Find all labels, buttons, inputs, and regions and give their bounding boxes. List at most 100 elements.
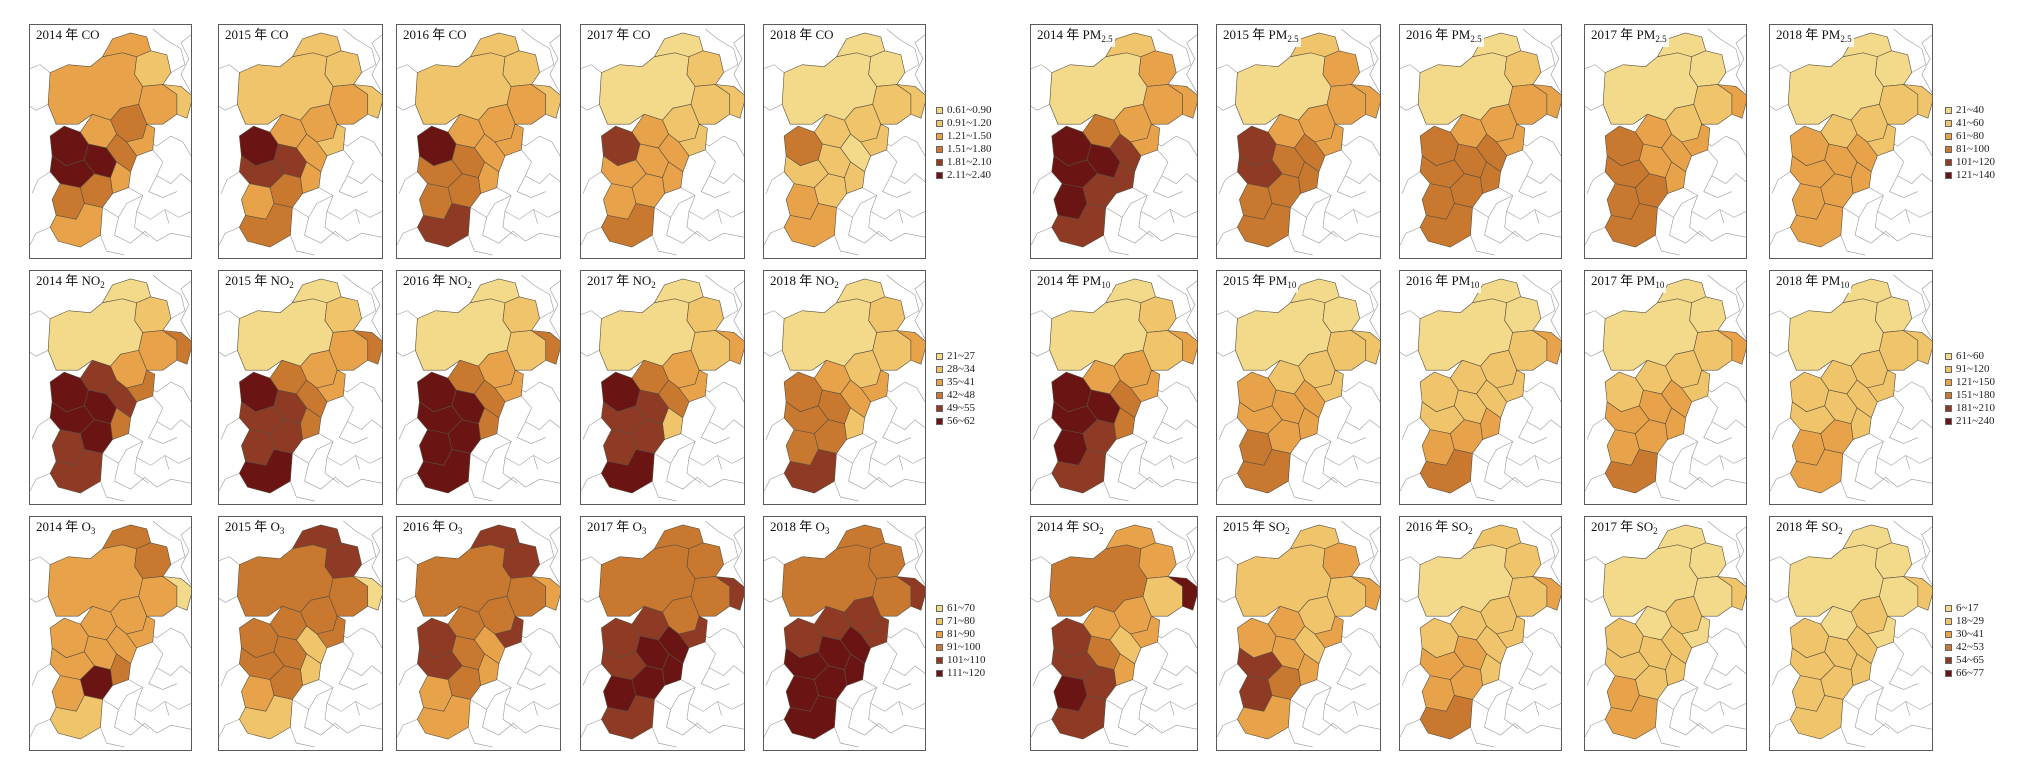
neighbor-boundary	[180, 280, 191, 340]
neighbor-boundary	[1534, 209, 1540, 224]
neighbor-boundary	[1336, 421, 1366, 444]
legend-label: 1.51~1.80	[947, 143, 992, 155]
map-o3-2014	[30, 520, 191, 748]
neighbor-boundary	[496, 433, 560, 466]
neighbor-boundary	[1400, 226, 1421, 246]
neighbor-boundary	[1905, 209, 1911, 224]
map-panel-o3-2015: 2015 年 O3	[218, 516, 383, 751]
region-8	[1531, 84, 1561, 119]
neighbor-boundary	[1336, 175, 1366, 198]
panel-title-year: 2017 年	[587, 519, 633, 534]
neighbor-boundary	[30, 104, 49, 111]
region-16	[601, 203, 655, 248]
region-2	[291, 32, 342, 58]
map-panel-no2-2015: 2015 年 NO2	[218, 270, 383, 505]
region-8	[352, 576, 382, 611]
region-16	[783, 449, 837, 494]
neighbor-boundary	[834, 481, 859, 502]
panel-title: 2015 年 PM10	[1221, 273, 1299, 293]
neighbor-boundary	[836, 699, 925, 736]
neighbor-boundary	[1770, 310, 1791, 319]
region-8	[1166, 576, 1197, 611]
neighbor-boundary	[1400, 104, 1419, 111]
region-2	[101, 32, 152, 58]
region-13	[1113, 653, 1136, 686]
neighbor-boundary	[898, 209, 904, 224]
neighbor-boundary	[1874, 211, 1890, 238]
neighbor-boundary	[397, 596, 416, 603]
region-2	[653, 524, 704, 550]
neighbor-boundary	[292, 207, 382, 244]
neighbor-boundary	[764, 104, 783, 111]
panel-title-year: 2016 年	[403, 27, 449, 42]
neighbor-boundary	[371, 34, 382, 94]
region-2	[835, 278, 886, 304]
legend-pm25: 21~40 41~60 61~80 81~100 101~120 121~140	[1945, 104, 1995, 182]
region-16	[1051, 203, 1107, 248]
neighbor-boundary	[1316, 187, 1380, 220]
map-panel-pm25-2014: 2014 年 PM2.5	[1030, 24, 1198, 259]
neighbor-boundary	[1504, 211, 1519, 238]
neighbor-boundary	[152, 520, 186, 565]
region-16	[1051, 449, 1107, 494]
region-2	[835, 32, 886, 58]
panel-title-pollutant: O	[448, 519, 458, 534]
neighbor-boundary	[1369, 526, 1380, 586]
neighbor-boundary	[496, 187, 560, 220]
panel-title-subscript: 3	[824, 526, 830, 536]
legend-swatch	[1945, 146, 1952, 153]
neighbor-boundary	[764, 472, 785, 492]
legend-label: 6~17	[1956, 602, 1979, 614]
region-8	[714, 84, 744, 119]
neighbor-boundary	[1400, 596, 1419, 603]
neighbor-boundary	[581, 350, 600, 357]
neighbor-boundary	[1585, 596, 1604, 603]
legend-swatch	[1945, 120, 1952, 127]
legend-swatch	[936, 418, 943, 425]
region-16	[1604, 203, 1658, 248]
neighbor-boundary	[764, 556, 785, 565]
neighbor-boundary	[521, 641, 560, 677]
neighbor-boundary	[1169, 701, 1175, 716]
neighbor-boundary	[1889, 667, 1918, 690]
neighbor-boundary	[1401, 663, 1421, 686]
panel-title-pollutant: SO	[1636, 519, 1654, 534]
neighbor-boundary	[1186, 280, 1197, 340]
legend-label: 35~41	[947, 376, 975, 388]
map-panel-pm10-2017: 2017 年 PM10	[1584, 270, 1747, 505]
neighbor-boundary	[1707, 520, 1741, 565]
panel-title-subscript: 10	[1287, 280, 1297, 290]
panel-title: 2017 年 CO	[585, 27, 653, 43]
neighbor-boundary	[764, 64, 785, 73]
neighbor-boundary	[1585, 226, 1606, 246]
neighbor-boundary	[581, 596, 600, 603]
region-13	[844, 161, 865, 194]
legend-label: 111~120	[947, 667, 986, 679]
legend-swatch	[936, 657, 943, 664]
neighbor-boundary	[1122, 195, 1148, 218]
panel-title-year: 2016 年	[1406, 27, 1452, 42]
neighbor-boundary	[338, 175, 368, 198]
neighbor-boundary	[1889, 421, 1918, 444]
neighbor-boundary	[652, 481, 677, 502]
neighbor-boundary	[1105, 207, 1197, 244]
neighbor-boundary	[1341, 274, 1375, 319]
legend-o3: 61~70 71~80 81~90 91~100 101~110 111~120	[936, 602, 986, 680]
neighbor-boundary	[1893, 641, 1932, 677]
neighbor-boundary	[516, 175, 546, 198]
panel-title-year: 2018 年	[1776, 27, 1822, 42]
region-8	[714, 576, 744, 611]
region-13	[844, 407, 865, 440]
legend-item: 42~53	[1945, 641, 1984, 654]
neighbor-boundary	[1905, 701, 1911, 716]
panel-title-year: 2017 年	[1591, 27, 1637, 42]
panel-title-subscript: 2.5	[1470, 34, 1482, 44]
neighbor-boundary	[1138, 703, 1154, 730]
legend-swatch	[1945, 133, 1952, 140]
neighbor-boundary	[220, 417, 240, 440]
legend-swatch	[936, 353, 943, 360]
neighbor-boundary	[30, 226, 51, 246]
panel-title-pollutant: SO	[1082, 519, 1100, 534]
panel-title-year: 2015 年	[1223, 27, 1269, 42]
map-panel-co-2016: 2016 年 CO	[396, 24, 561, 259]
